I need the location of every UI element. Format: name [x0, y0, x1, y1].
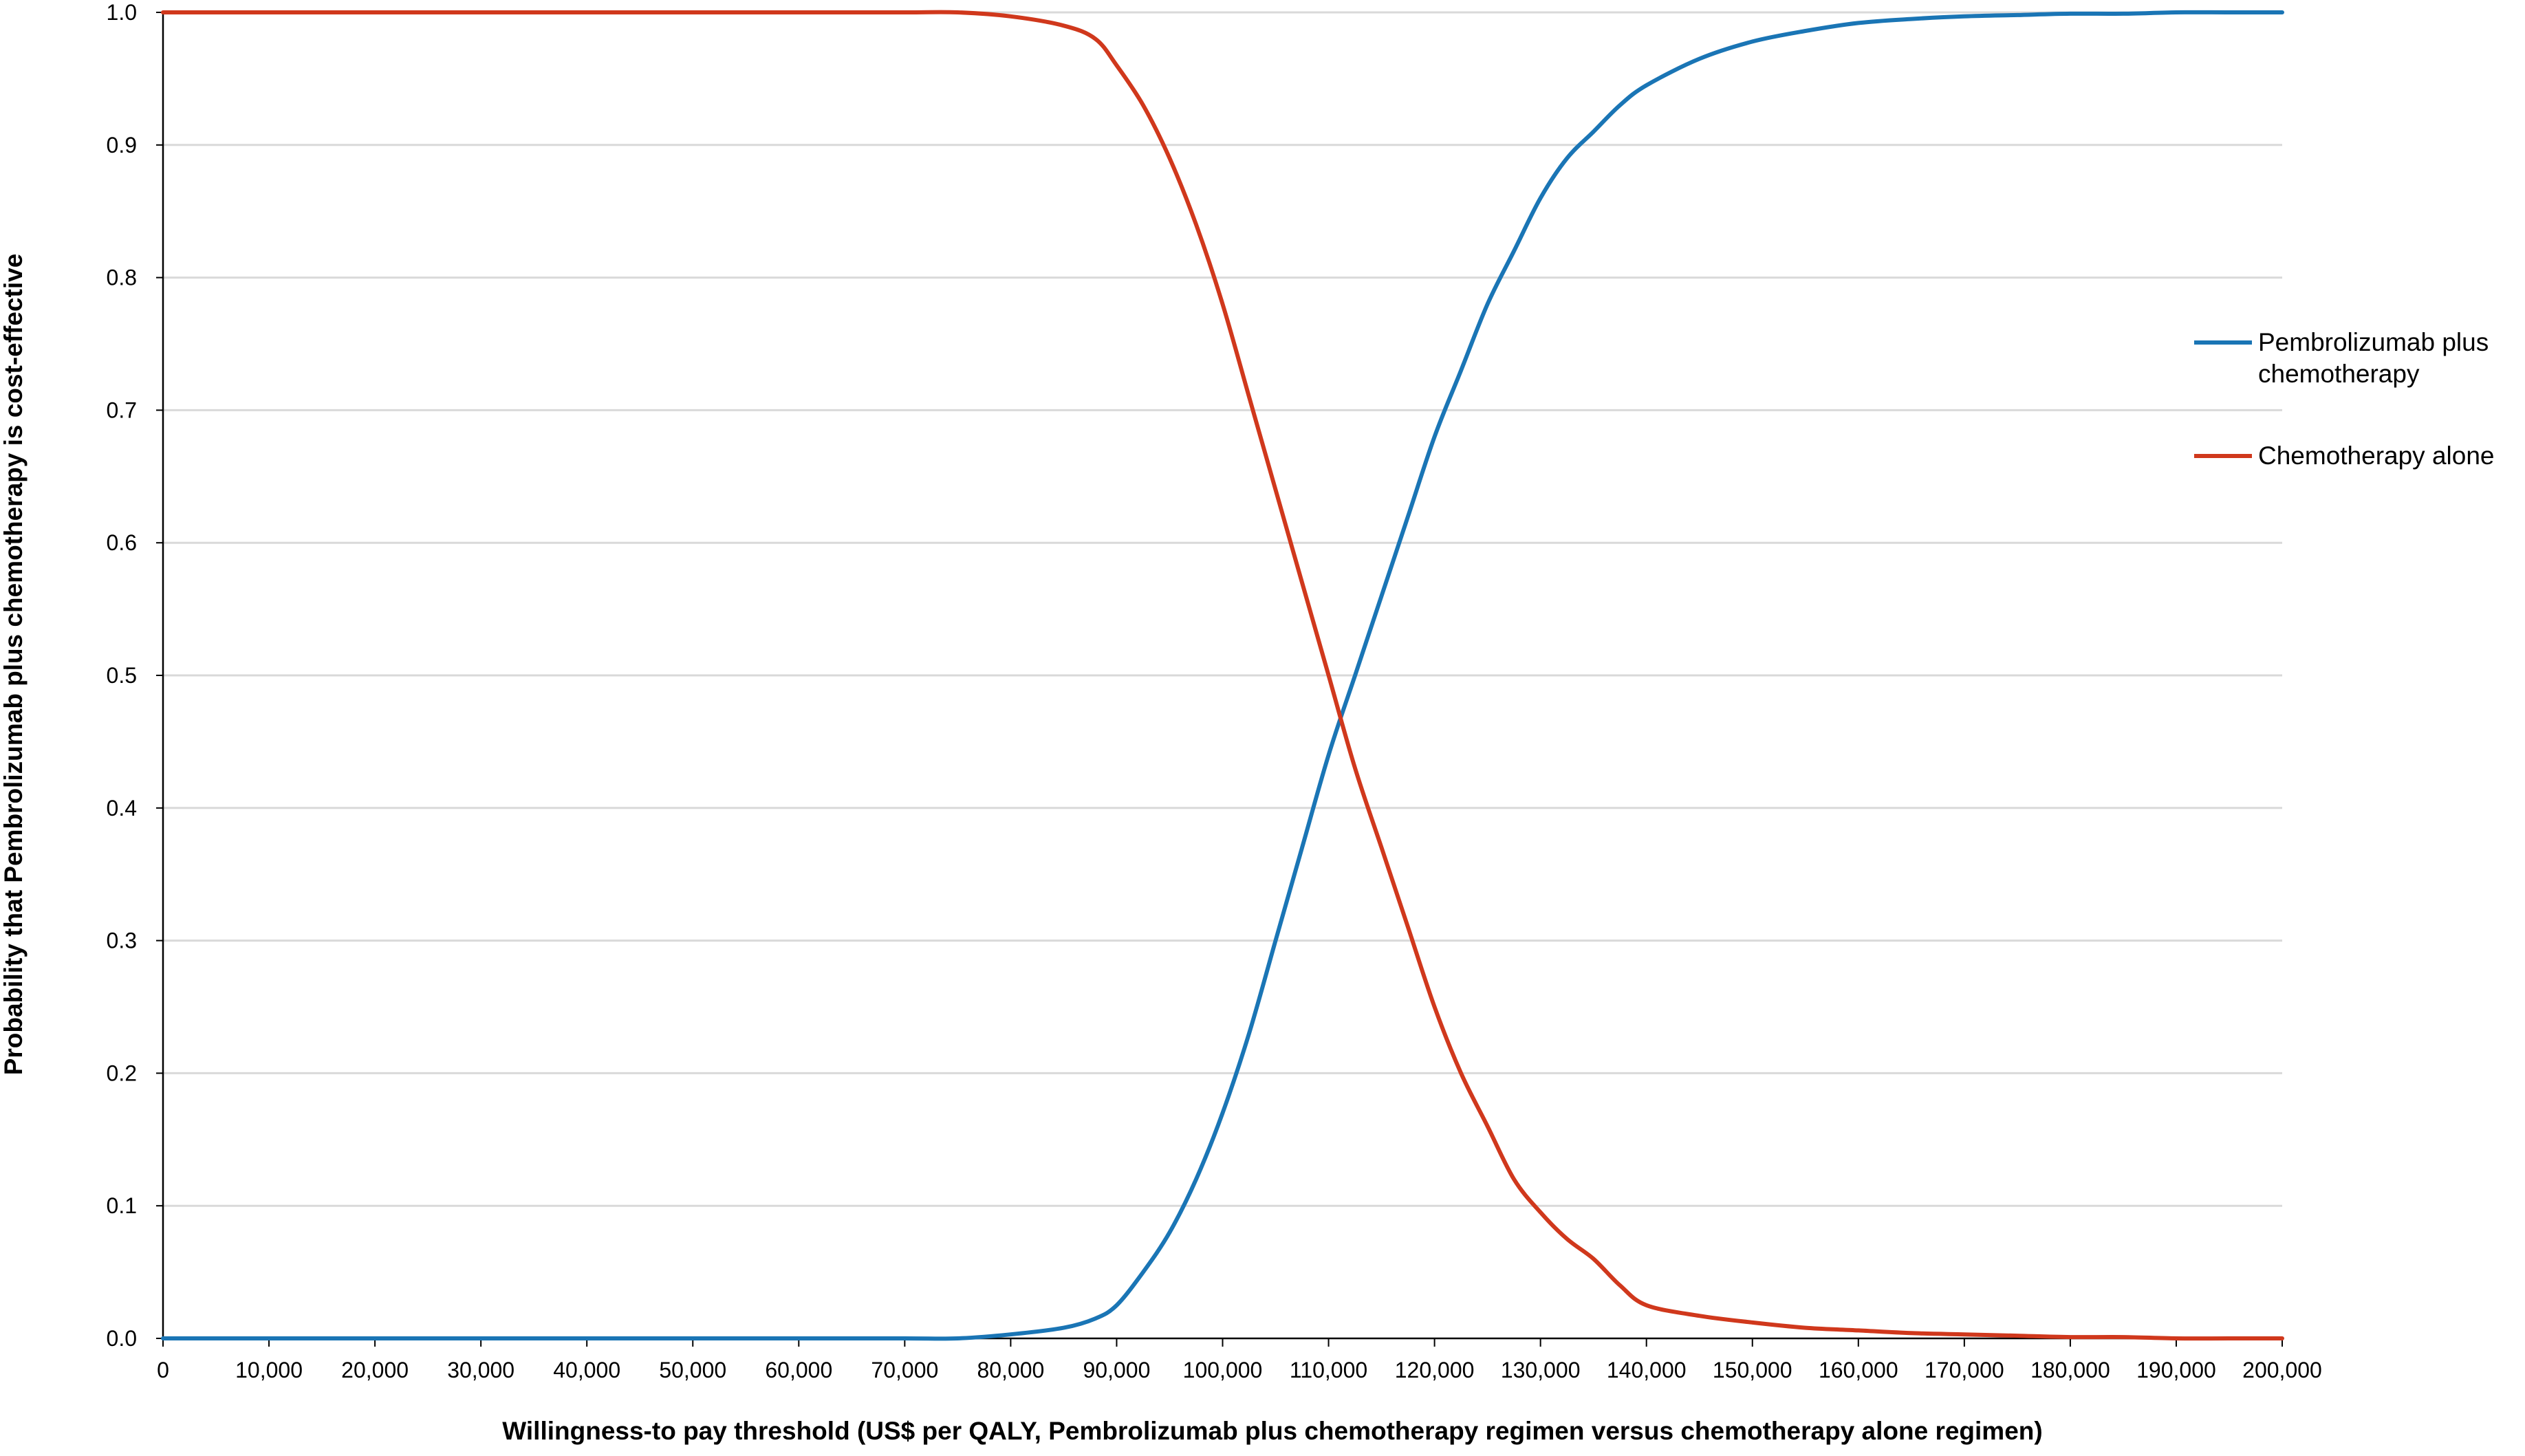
- y-tick-label: 0.3: [107, 928, 137, 953]
- y-tick-label: 0.8: [107, 265, 137, 290]
- x-tick-label: 90,000: [1083, 1358, 1151, 1382]
- x-tick-label: 60,000: [765, 1358, 832, 1382]
- x-axis-title: Willingness-to pay threshold (US$ per QA…: [502, 1417, 2042, 1445]
- x-tick-label: 50,000: [659, 1358, 726, 1382]
- legend-label: Pembrolizumab plus: [2258, 328, 2489, 356]
- y-tick-label: 0.1: [107, 1193, 137, 1218]
- x-tick-label: 110,000: [1290, 1358, 1367, 1382]
- y-tick-label: 0.2: [107, 1061, 137, 1085]
- y-tick-label: 0.0: [107, 1326, 137, 1351]
- x-tick-label: 20,000: [341, 1358, 409, 1382]
- y-tick-label: 0.6: [107, 530, 137, 555]
- x-tick-label: 70,000: [871, 1358, 938, 1382]
- x-tick-label: 180,000: [2030, 1358, 2110, 1382]
- x-tick-label: 120,000: [1395, 1358, 1475, 1382]
- y-tick-label: 0.9: [107, 133, 137, 157]
- x-tick-label: 30,000: [447, 1358, 514, 1382]
- legend: Pembrolizumab plus chemotherapy Chemothera…: [2194, 328, 2495, 470]
- x-tick-label: 80,000: [977, 1358, 1044, 1382]
- series-line-pembrolizumab-plus-chemotherapy: [161, 10, 2284, 1341]
- series-lines: [161, 10, 2284, 1341]
- x-tick-label: 40,000: [553, 1358, 620, 1382]
- x-tick-label: 130,000: [1501, 1358, 1581, 1382]
- legend-label: chemotherapy: [2258, 360, 2420, 388]
- y-axis-title: Probability that Pembrolizumab plus chem…: [0, 254, 28, 1076]
- axes: 0.0 0.1 0.2 0.3 0.4 0.5 0.6 0.7 0.8 0.9 1.0 0 10,000…: [107, 0, 2322, 1382]
- x-tick-label: 200,000: [2242, 1358, 2322, 1382]
- x-tick-label: 10,000: [235, 1358, 303, 1382]
- x-tick-label: 140,000: [1607, 1358, 1687, 1382]
- legend-item: Pembrolizumab plus chemotherapy: [2194, 328, 2489, 388]
- x-tick-label: 150,000: [1713, 1358, 1792, 1382]
- grid-lines: [163, 11, 2282, 1207]
- y-tick-label: 1.0: [107, 0, 137, 25]
- y-tick-label: 0.7: [107, 398, 137, 422]
- x-tick-label: 160,000: [1819, 1358, 1898, 1382]
- x-tick-label: 190,000: [2136, 1358, 2216, 1382]
- legend-label: Chemotherapy alone: [2258, 442, 2495, 470]
- series-line-chemotherapy-alone: [161, 10, 2284, 1341]
- x-tick-label: 100,000: [1183, 1358, 1263, 1382]
- y-tick-label: 0.5: [107, 663, 137, 688]
- y-tick-label: 0.4: [107, 796, 137, 821]
- x-tick-label: 0: [157, 1358, 169, 1382]
- x-tick-label: 170,000: [1925, 1358, 2004, 1382]
- legend-item: Chemotherapy alone: [2194, 442, 2495, 470]
